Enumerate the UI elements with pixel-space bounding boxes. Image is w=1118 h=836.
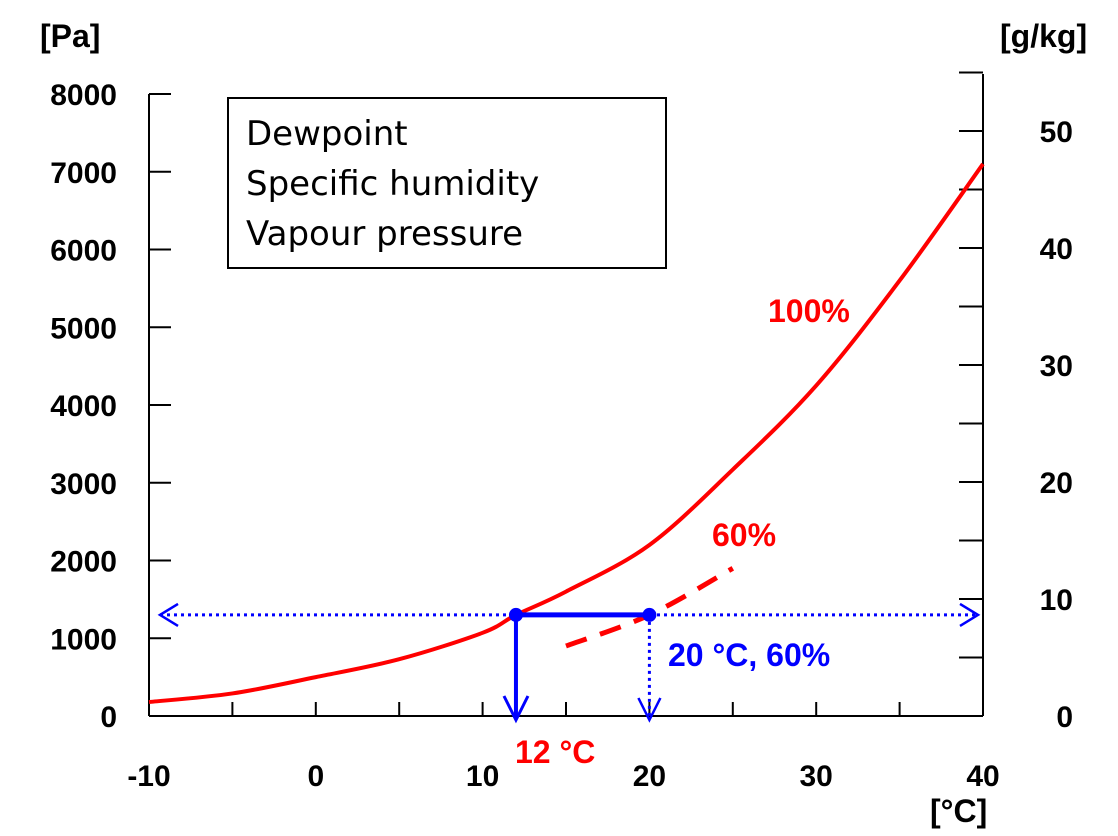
left-axis-unit-label: [Pa] xyxy=(40,18,100,54)
ticks: -10 0 10 20 30 40 0 1000 2000 3000 4000 5000 6000 700… xyxy=(50,71,1073,793)
x-tick-label: 10 xyxy=(466,760,499,793)
saturation-curve-100 xyxy=(148,162,985,704)
right-y-tick-label: 20 xyxy=(1040,467,1073,500)
x-axis-unit-label: [°C] xyxy=(930,793,987,829)
legend-line-dewpoint: Dewpoint xyxy=(246,114,408,154)
x-tick-label: 40 xyxy=(966,760,999,793)
left-y-tick-label: 1000 xyxy=(50,623,117,656)
right-y-tick-label: 10 xyxy=(1040,584,1073,617)
dewpoint-annotation-label: 12 °C xyxy=(515,734,595,770)
legend-frame xyxy=(227,97,667,269)
legend-line-specific-humidity: Specific humidity xyxy=(246,164,539,204)
left-y-tick-label: 3000 xyxy=(50,468,117,501)
guide-arrowhead-right xyxy=(959,602,981,627)
left-y-tick-label: 8000 xyxy=(50,79,117,112)
left-y-tick-label: 0 xyxy=(100,701,117,734)
dewpoint-marker xyxy=(508,607,523,622)
series-label-60: 60% xyxy=(712,517,776,553)
state-annotation-label: 20 °C, 60% xyxy=(668,637,830,673)
legend-box: Dewpoint Specific humidity Vapour pressu… xyxy=(227,97,667,269)
legend-line-vapour-pressure: Vapour pressure xyxy=(246,214,523,254)
dewpoint-drop-arrowhead xyxy=(502,695,530,724)
series-label-100: 100% xyxy=(768,293,850,329)
left-y-tick-label: 6000 xyxy=(50,235,117,268)
x-tick-label: -10 xyxy=(127,760,170,793)
right-y-tick-label: 30 xyxy=(1040,350,1073,383)
x-tick-label: 20 xyxy=(633,760,666,793)
state-drop-arrowhead xyxy=(637,697,662,723)
right-axis-unit-label: [g/kg] xyxy=(1000,18,1087,54)
left-y-tick-label: 5000 xyxy=(50,312,117,345)
left-y-tick-label: 2000 xyxy=(50,546,117,579)
right-y-tick-label: 50 xyxy=(1040,116,1073,149)
left-y-tick-label: 4000 xyxy=(50,390,117,423)
state-point-marker xyxy=(642,607,657,622)
guide-arrowhead-left xyxy=(157,602,179,627)
left-y-tick-label: 7000 xyxy=(50,157,117,190)
x-tick-label: 0 xyxy=(307,760,324,793)
guides xyxy=(157,602,981,724)
x-tick-label: 30 xyxy=(800,760,833,793)
right-y-tick-label: 0 xyxy=(1056,701,1073,734)
right-y-tick-label: 40 xyxy=(1040,233,1073,266)
